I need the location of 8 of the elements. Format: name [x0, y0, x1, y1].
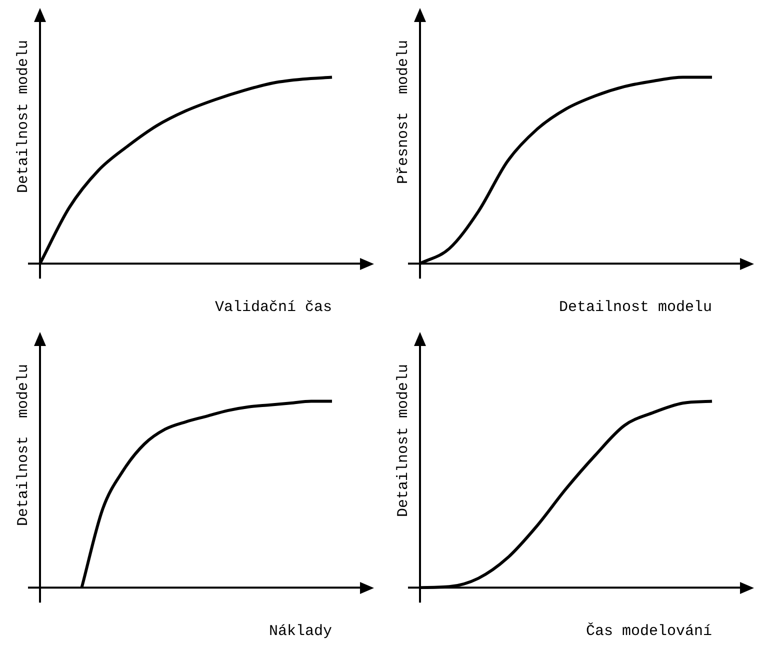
x-axis-title: Detailnost modelu: [558, 298, 712, 316]
x-axis-title: Náklady: [268, 622, 332, 640]
y-axis-title: Detailnost modelu: [14, 364, 32, 526]
y-axis-title: Detailnost modelu: [14, 40, 32, 194]
y-axis-title: Detailnost modelu: [394, 364, 412, 518]
x-axis-title: Validační čas: [214, 298, 332, 316]
y-axis-title: Přesnost modelu: [394, 40, 412, 184]
x-axis-title: Čas modelování: [586, 622, 712, 640]
